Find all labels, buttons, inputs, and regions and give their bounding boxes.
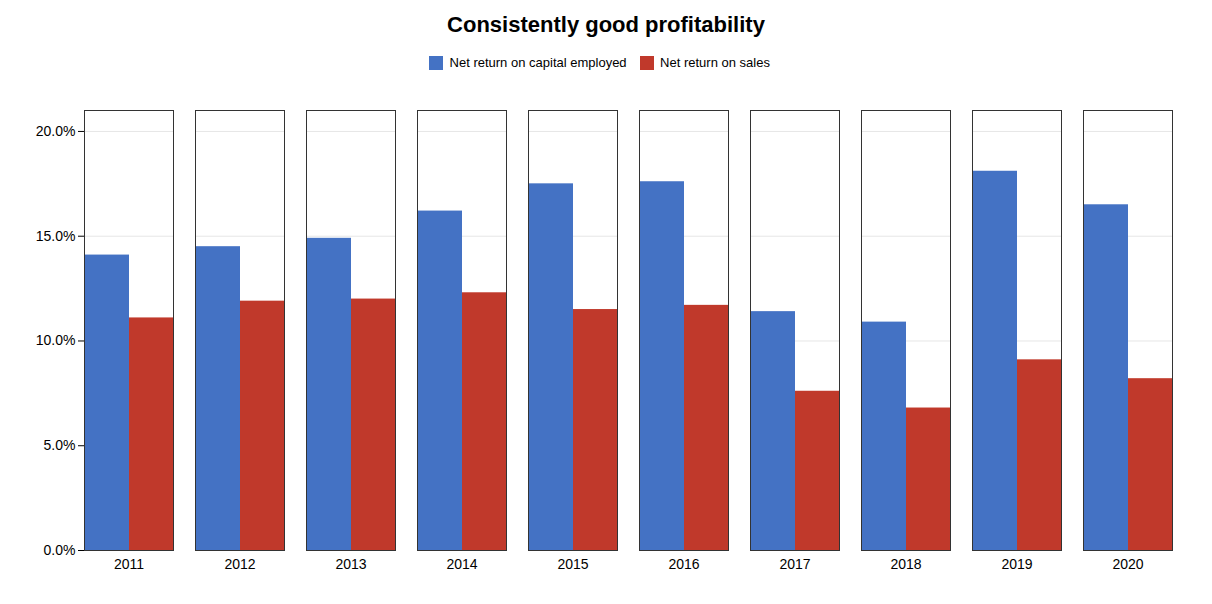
- svg-text:2015: 2015: [557, 556, 588, 572]
- svg-text:2011: 2011: [114, 556, 144, 572]
- svg-text:2013: 2013: [335, 556, 366, 572]
- html-text:Consistently good profitabilit: Consistently good profitability: [447, 12, 765, 37]
- svg-text:2018: 2018: [890, 556, 921, 572]
- svg-text:2014: 2014: [446, 556, 477, 572]
- svg-text:5.0%: 5.0%: [44, 437, 76, 453]
- svg-text:0.0%: 0.0%: [44, 541, 76, 557]
- svg-text:2020: 2020: [1112, 556, 1143, 572]
- svg-text:2017: 2017: [779, 556, 810, 572]
- html-text:Net return on capital employed: Net return on capital employed: [449, 55, 627, 70]
- svg-text:10.0%: 10.0%: [36, 332, 76, 348]
- html-text:Net return on sales: Net return on sales: [660, 55, 770, 70]
- svg-text:20.0%: 20.0%: [36, 122, 76, 138]
- svg-text:2012: 2012: [224, 556, 255, 572]
- svg-text:15.0%: 15.0%: [36, 227, 76, 243]
- svg-text:2019: 2019: [1001, 556, 1032, 572]
- svg-text:2016: 2016: [668, 556, 699, 572]
